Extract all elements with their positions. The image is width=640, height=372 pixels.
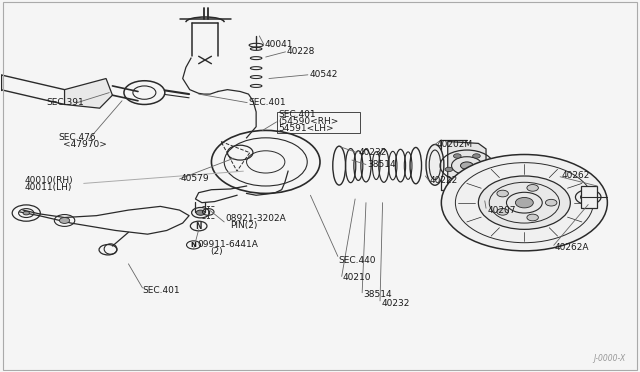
Text: J-0000-X: J-0000-X [593,354,625,363]
Text: 08921-3202A: 08921-3202A [225,214,286,223]
Text: 38514: 38514 [367,160,396,169]
Polygon shape [65,78,113,108]
Circle shape [527,214,538,221]
Circle shape [580,193,596,202]
Text: SEC.401: SEC.401 [143,286,180,295]
Circle shape [497,190,508,197]
Text: 40041: 40041 [264,40,293,49]
Circle shape [461,162,473,169]
Text: 40542: 40542 [309,70,337,79]
Text: 40207: 40207 [487,206,516,215]
Circle shape [60,218,70,224]
Circle shape [515,198,533,208]
Text: 40262: 40262 [561,171,590,180]
Circle shape [23,211,29,215]
Ellipse shape [426,144,444,185]
Circle shape [497,208,508,215]
Circle shape [545,199,557,206]
Text: N: N [191,242,196,248]
Text: 40579: 40579 [180,174,209,183]
Text: PIN(2): PIN(2) [230,221,258,230]
Circle shape [481,167,489,171]
Text: 40011(LH): 40011(LH) [25,183,72,192]
Text: SEC.476: SEC.476 [58,133,96,142]
Circle shape [527,185,538,191]
Text: <47970>: <47970> [63,140,107,149]
Text: SEC.391: SEC.391 [47,99,84,108]
Bar [276,112,360,133]
Text: N: N [195,221,202,231]
Text: 40202M: 40202M [436,140,472,149]
Circle shape [442,154,607,251]
Circle shape [445,167,452,171]
Text: SEC.401: SEC.401 [248,98,286,107]
Text: 40262A: 40262A [555,243,589,252]
Polygon shape [580,186,597,208]
Circle shape [467,174,474,179]
Text: SEC.440: SEC.440 [338,256,376,264]
Text: 54591<LH>: 54591<LH> [278,124,334,134]
Text: 38514: 38514 [364,291,392,299]
Circle shape [478,176,570,230]
Text: 09911-6441A: 09911-6441A [197,240,259,250]
Text: 40232: 40232 [358,148,387,157]
Circle shape [454,154,461,158]
Circle shape [196,210,205,215]
Polygon shape [448,141,486,190]
Text: 40228: 40228 [287,47,315,56]
Circle shape [472,154,480,158]
Text: (54590<RH>: (54590<RH> [278,118,339,126]
Text: 40210: 40210 [343,273,371,282]
Text: 40010(RH): 40010(RH) [25,176,74,185]
Text: (2): (2) [210,247,223,256]
Text: 40222: 40222 [430,176,458,185]
Text: SEC.401: SEC.401 [278,110,316,119]
Text: 40232: 40232 [381,299,410,308]
